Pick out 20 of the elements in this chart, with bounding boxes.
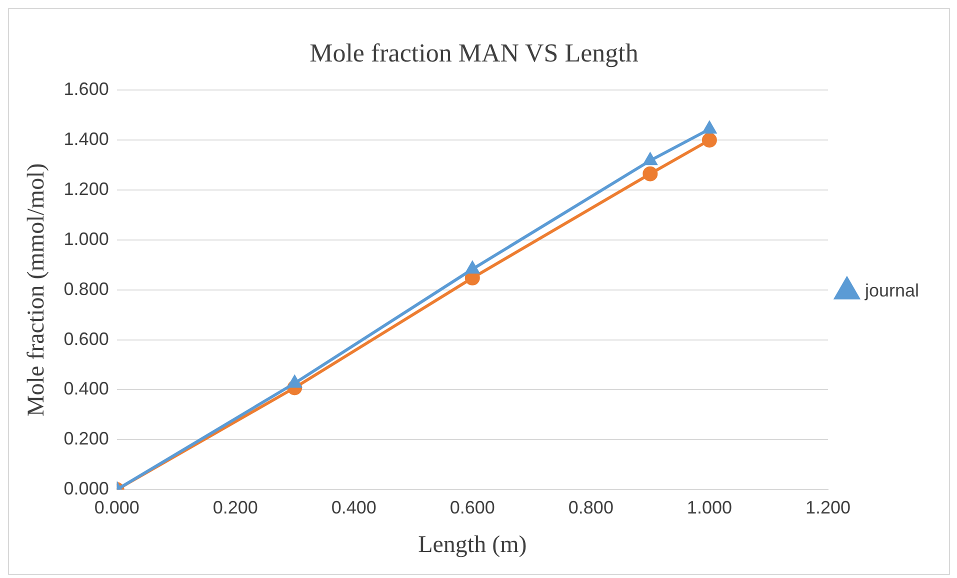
y-tick-label: 0.000: [64, 478, 109, 499]
x-axis-title: Length (m): [418, 532, 527, 558]
x-tick-label: 0.600: [450, 497, 495, 518]
x-tick-label: 0.400: [331, 497, 376, 518]
legend-label: journal: [864, 280, 920, 300]
y-tick-label: 1.200: [64, 179, 109, 200]
y-tick-label: 0.800: [64, 278, 109, 299]
y-tick-label: 0.200: [64, 428, 109, 449]
y-tick-label: 1.400: [64, 129, 109, 150]
x-tick-label: 0.000: [94, 497, 140, 518]
x-tick-label: 1.000: [686, 497, 732, 518]
y-axis-title: Mole fraction (mmol/mol): [24, 163, 50, 417]
y-tick-label: 0.400: [64, 378, 109, 399]
x-tick-label: 0.200: [212, 497, 258, 518]
y-tick-label: 1.000: [64, 228, 109, 249]
x-tick-label: 0.800: [568, 497, 614, 518]
x-tick-label: 1.200: [805, 497, 850, 518]
y-tick-label: 1.600: [64, 79, 109, 100]
y-tick-label: 0.600: [64, 328, 109, 349]
chart-title: Mole fraction MAN VS Length: [310, 38, 638, 68]
